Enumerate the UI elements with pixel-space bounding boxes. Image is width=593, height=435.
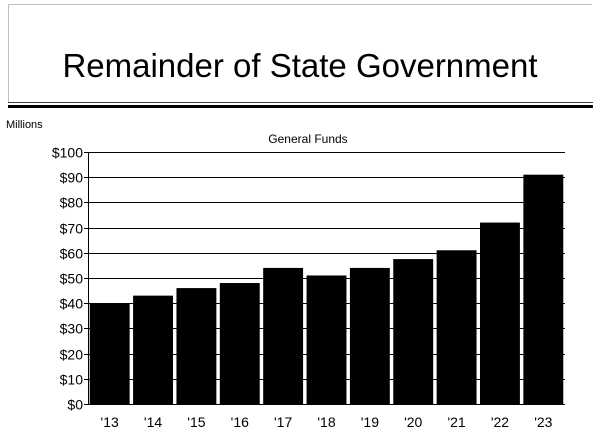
y-tick-labels: $0 $10 $20 $30 $40 $50 $60 $70 $80 $90 $100 (52, 145, 83, 413)
x-tick-label: '21 (447, 414, 465, 430)
x-tick-label: '16 (231, 414, 249, 430)
y-axis-unit-label: Millions (6, 119, 43, 131)
bar (480, 222, 520, 404)
x-tick-labels: '13 '14 '15 '16 '17 '18 '19 '20 '21 '22 '23 (101, 414, 553, 430)
y-tick-label: $40 (60, 296, 84, 312)
bar (393, 259, 434, 404)
bar (523, 174, 564, 404)
slide-title: Remainder of State Government (62, 47, 538, 84)
y-tick-label: $30 (60, 321, 84, 337)
x-tick-label: '23 (534, 414, 552, 430)
bar (219, 283, 260, 404)
bar (349, 267, 390, 404)
x-tick-label: '17 (274, 414, 292, 430)
title-divider-thick (8, 105, 593, 108)
x-tick-label: '15 (187, 414, 205, 430)
y-tick-label: $0 (67, 397, 83, 413)
title-divider-thin (8, 102, 593, 103)
bar (306, 275, 347, 404)
y-tick-label: $100 (52, 145, 83, 161)
bar (436, 250, 477, 404)
x-tick-label: '22 (491, 414, 509, 430)
bar (263, 267, 304, 404)
y-tick-label: $10 (60, 372, 84, 388)
x-tick-label: '14 (144, 414, 162, 430)
y-tick-label: $20 (60, 347, 84, 363)
y-tick-label: $70 (60, 221, 84, 237)
chart-title: General Funds (268, 132, 347, 146)
bar (89, 303, 130, 404)
y-tick-label: $50 (60, 271, 84, 287)
bar (133, 295, 173, 404)
x-tick-label: '20 (404, 414, 422, 430)
y-tick-label: $90 (60, 170, 84, 186)
bars (89, 174, 564, 404)
axes (84, 152, 565, 405)
title-frame (8, 4, 592, 102)
y-tick-label: $60 (60, 246, 84, 262)
y-tick-label: $80 (60, 195, 84, 211)
x-tick-label: '19 (361, 414, 379, 430)
x-tick-label: '13 (101, 414, 119, 430)
bar (176, 288, 217, 404)
x-tick-label: '18 (317, 414, 335, 430)
